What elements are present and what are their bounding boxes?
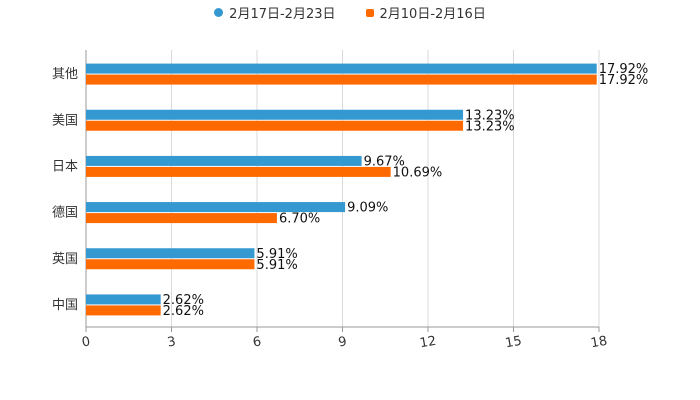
data-label-series-1: 17.92%	[599, 62, 649, 77]
x-tick-label: 0	[81, 334, 92, 350]
y-category-label: 美国	[52, 113, 78, 128]
data-label-series-2: 17.92%	[599, 73, 649, 88]
x-tick-label: 18	[590, 334, 609, 352]
y-category-label: 英国	[52, 252, 78, 267]
bar-series-2	[86, 166, 391, 177]
bar-series-2	[86, 259, 255, 270]
x-tick-label: 3	[166, 334, 177, 350]
legend-marker-series-2	[365, 8, 374, 17]
legend-label-series-1: 2月17日-2月23日	[229, 7, 336, 22]
bar-series-1	[86, 109, 464, 120]
data-label-series-1: 9.09%	[347, 201, 388, 216]
bar-series-1	[86, 248, 255, 259]
legend-label-series-2: 2月10日-2月16日	[379, 7, 486, 22]
y-category-label: 中国	[52, 298, 78, 313]
x-tick-label: 12	[419, 334, 438, 352]
data-label-series-1: 2.62%	[163, 293, 204, 308]
y-category-label: 德国	[52, 206, 78, 221]
bar-series-2	[86, 120, 464, 131]
legend: 2月17日-2月23日 2月10日-2月16日	[0, 3, 700, 22]
x-tick-label: 15	[504, 334, 523, 352]
bar-series-1	[86, 63, 597, 74]
bar-series-1	[86, 294, 161, 305]
x-tick-label: 9	[337, 334, 348, 350]
legend-item-series-2[interactable]: 2月10日-2月16日	[365, 3, 486, 22]
bar-series-2	[86, 74, 597, 85]
data-label-series-1: 13.23%	[465, 108, 515, 123]
y-category-label: 日本	[52, 159, 78, 174]
data-label-series-1: 9.67%	[364, 154, 405, 169]
x-tick-label: 6	[252, 334, 263, 350]
bar-series-1	[86, 202, 346, 213]
bar-series-2	[86, 213, 277, 224]
data-label-series-2: 5.91%	[256, 258, 297, 273]
data-label-series-2: 6.70%	[279, 212, 320, 227]
bar-series-2	[86, 305, 161, 316]
data-label-series-2: 13.23%	[465, 119, 515, 134]
y-category-label: 其他	[52, 67, 78, 82]
data-label-series-1: 5.91%	[256, 247, 297, 262]
bar-series-1	[86, 155, 362, 166]
legend-item-series-1[interactable]: 2月17日-2月23日	[214, 3, 336, 22]
legend-marker-series-1	[214, 8, 224, 17]
data-label-series-2: 2.62%	[163, 304, 204, 319]
data-label-series-2: 10.69%	[393, 165, 443, 180]
